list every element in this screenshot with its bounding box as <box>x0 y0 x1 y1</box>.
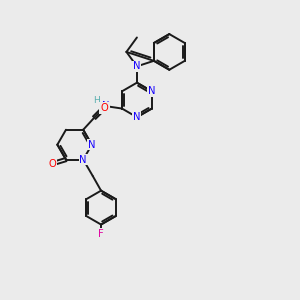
Text: N: N <box>133 112 141 122</box>
Text: H: H <box>94 96 100 105</box>
Text: O: O <box>49 159 56 169</box>
Text: O: O <box>100 103 108 113</box>
Text: N: N <box>133 61 141 71</box>
Text: F: F <box>98 229 104 239</box>
Text: N: N <box>102 101 110 111</box>
Text: N: N <box>148 86 156 96</box>
Text: N: N <box>88 140 96 150</box>
Text: N: N <box>80 154 87 165</box>
